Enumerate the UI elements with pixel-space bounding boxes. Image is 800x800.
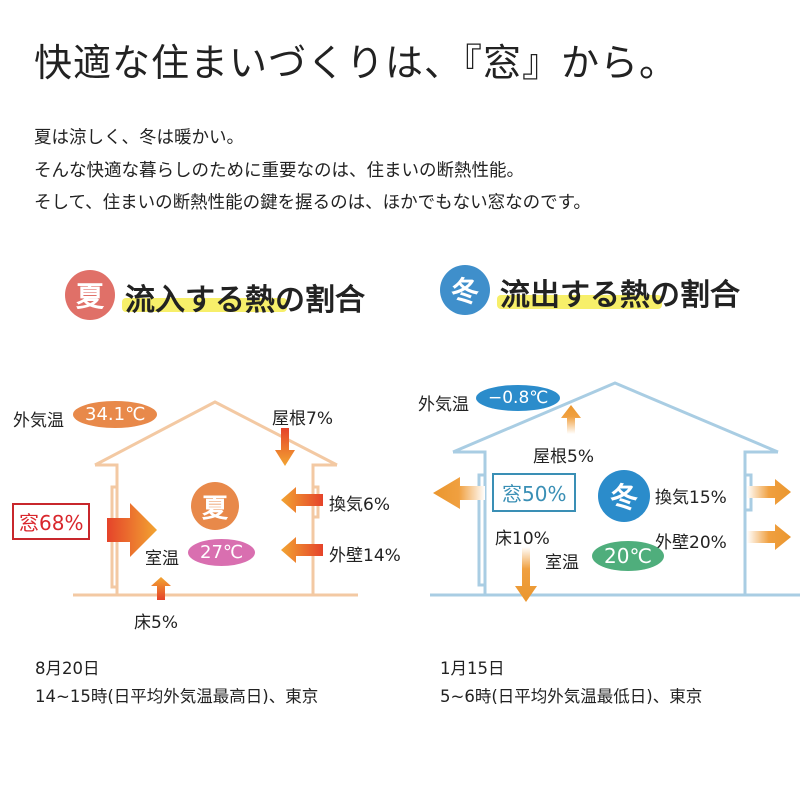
wall-arrow (747, 524, 791, 550)
summer-roof-label: 屋根7% (272, 409, 333, 429)
summer-room-label: 室温 (145, 549, 179, 569)
floor-arrow (515, 547, 537, 602)
winter-wall-label: 外壁20% (655, 533, 727, 553)
winter-room-temp: 20℃ (592, 541, 664, 571)
winter-roof-label: 屋根5% (533, 447, 594, 467)
winter-center-badge: 冬 (598, 470, 650, 522)
winter-arrows (433, 405, 791, 602)
winter-floor-label: 床10% (495, 529, 550, 549)
winter-ventilation-label: 換気15% (655, 488, 727, 508)
winter-outside-temp: −0.8℃ (476, 385, 561, 411)
intro-line: そして、住まいの断熱性能の鍵を握るのは、ほかでもない窓なのです。 (34, 193, 591, 213)
winter-condition: 5~6時(日平均外気温最低日)、東京 (440, 687, 703, 706)
intro-line: そんな快適な暮らしのために重要なのは、住まいの断熱性能。 (34, 161, 524, 181)
summer-badge: 夏 (65, 270, 115, 320)
winter-room-label: 室温 (545, 553, 579, 573)
summer-ventilation-label: 換気6% (329, 495, 390, 515)
floor-arrow (151, 577, 171, 600)
summer-room-temp: 27℃ (188, 539, 256, 566)
winter-badge: 冬 (440, 265, 490, 315)
winter-heading: 流出する熱の割合 (500, 278, 740, 313)
winter-house-outline (430, 381, 800, 597)
summer-wall-label: 外壁14% (329, 546, 401, 566)
highlight (497, 295, 662, 309)
window-arrow (433, 477, 485, 509)
winter-date: 1月15日 (440, 659, 505, 678)
summer-heading: 流入する熱の割合 (125, 283, 365, 318)
window-arrow (107, 503, 157, 557)
summer-outside-label: 外気温 (13, 411, 64, 431)
summer-window-label: 窓68% (12, 503, 91, 540)
winter-outside-label: 外気温 (418, 395, 469, 415)
intro-line: 夏は涼しく、冬は暖かい。 (34, 128, 244, 148)
summer-arrows (107, 428, 323, 600)
summer-center-badge: 夏 (191, 482, 239, 530)
page-title: 快適な住まいづくりは、『窓』から。 (34, 41, 679, 85)
summer-date: 8月20日 (35, 659, 100, 678)
summer-floor-label: 床5% (134, 613, 178, 633)
ventilation-arrow (281, 487, 323, 513)
summer-condition: 14~15時(日平均外気温最高日)、東京 (35, 687, 319, 706)
winter-window-label: 窓50% (492, 473, 577, 512)
ventilation-arrow (747, 479, 791, 505)
roof-arrow (275, 428, 295, 466)
highlight (122, 298, 287, 312)
summer-outside-temp: 34.1℃ (73, 401, 158, 428)
roof-arrow (561, 405, 581, 434)
wall-arrow (281, 537, 323, 563)
